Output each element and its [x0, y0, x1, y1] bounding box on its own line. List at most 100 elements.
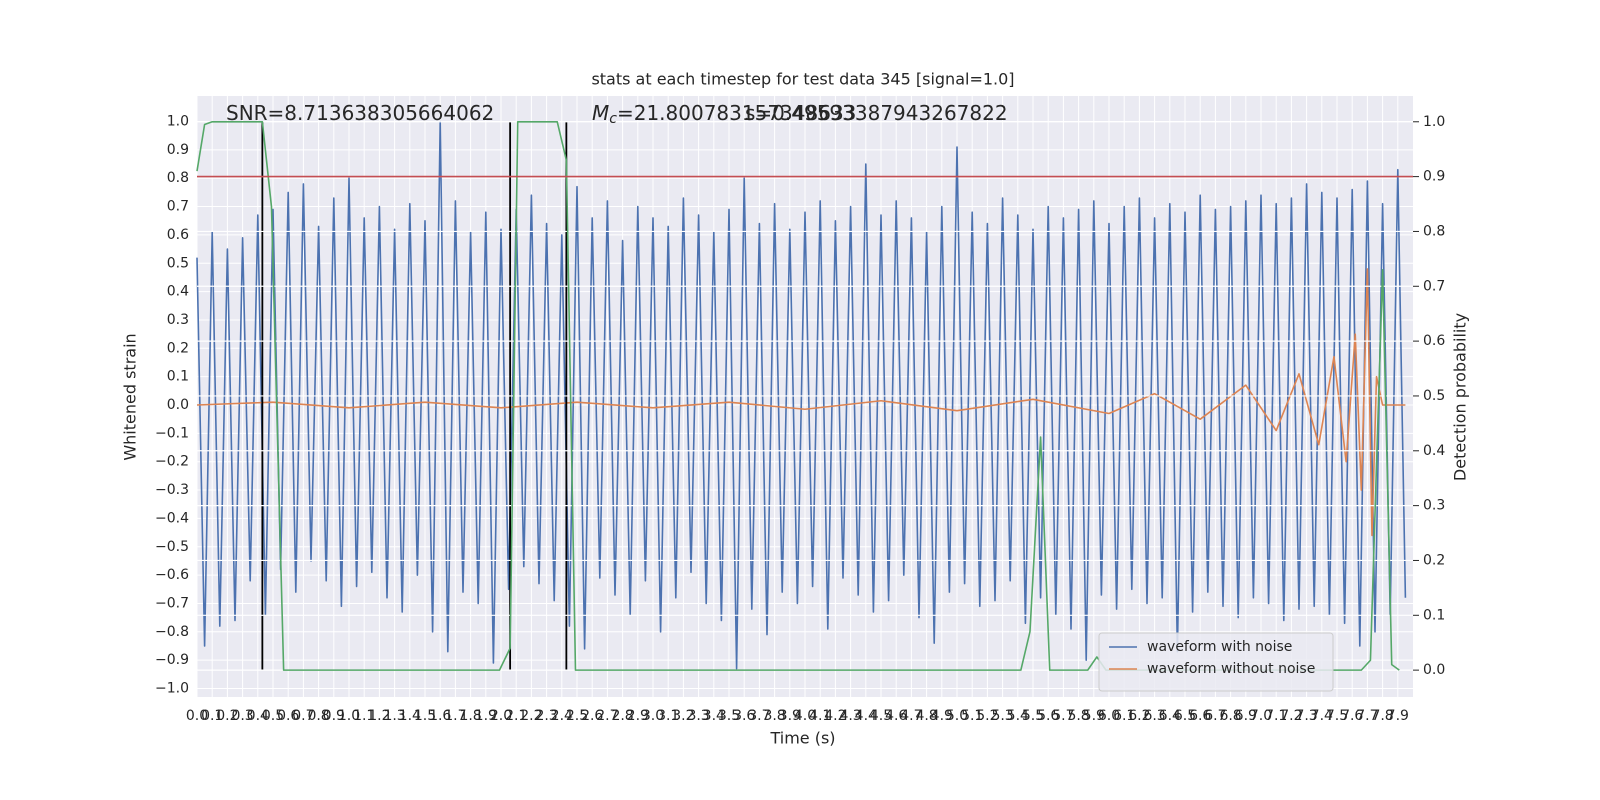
x-tick-label: 7.3: [1295, 708, 1317, 724]
y2-tick-label: 0.6: [1423, 333, 1445, 349]
x-tick-label: 0.9: [323, 708, 345, 724]
x-tick-label: 5.7: [1052, 708, 1074, 724]
x-tick-label: 5.1: [961, 708, 983, 724]
y-tick-label: −0.5: [155, 539, 189, 555]
x-tick-label: 6.3: [1143, 708, 1165, 724]
y2-tick-label: 1.0: [1423, 114, 1445, 130]
y-tick-label: 0.4: [167, 284, 189, 300]
x-tick-label: 3.3: [687, 708, 709, 724]
y-tick-label: 0.2: [167, 340, 189, 356]
x-tick-label: 3.1: [657, 708, 679, 724]
x-tick-label: 7.6: [1341, 708, 1363, 724]
series-line: [196, 268, 1406, 537]
y-tick-label: 0.1: [167, 369, 189, 385]
x-tick-label: 5.9: [1083, 708, 1105, 724]
y-tick-label: 0.9: [167, 142, 189, 158]
x-tick-label: 2.4: [551, 708, 573, 724]
x-tick-label: 3.0: [642, 708, 664, 724]
x-tick-label: 5.5: [1022, 708, 1044, 724]
x-tick-label: 7.8: [1371, 708, 1393, 724]
x-tick-label: 0.4: [247, 708, 269, 724]
x-tick-label: 6.1: [1113, 708, 1135, 724]
x-tick-label: 2.1: [505, 708, 527, 724]
y-tick-label: 0.8: [167, 170, 189, 186]
x-tick-label: 1.1: [353, 708, 375, 724]
x-tick-label: 1.6: [429, 708, 451, 724]
y-tick-label: −0.2: [155, 454, 189, 470]
x-tick-label: 4.3: [839, 708, 861, 724]
annotation-text: =21.800783157348633: [617, 101, 856, 125]
y-tick-label: 0.0: [167, 397, 189, 413]
y-tick-label: 0.5: [167, 255, 189, 271]
y2-tick-label: 0.8: [1423, 223, 1445, 239]
x-tick-label: 4.5: [870, 708, 892, 724]
annotation-subscript: c: [609, 111, 617, 127]
y2-tick-label: 0.2: [1423, 552, 1445, 568]
y2-tick-label: 0.4: [1423, 443, 1445, 459]
y-tick-label: −0.7: [155, 595, 189, 611]
x-tick-label: 0.0: [186, 708, 208, 724]
x-tick-label: 1.2: [368, 708, 390, 724]
x-tick-label: 4.7: [900, 708, 922, 724]
x-tick-label: 4.1: [809, 708, 831, 724]
y2-axis-label: Detection probability: [1451, 313, 1470, 481]
x-tick-label: 6.2: [1128, 708, 1150, 724]
x-tick-label: 5.4: [1007, 708, 1029, 724]
x-tick-label: 4.2: [824, 708, 846, 724]
x-tick-label: 4.6: [885, 708, 907, 724]
legend-label: waveform with noise: [1147, 639, 1292, 655]
x-tick-label: 3.4: [703, 708, 725, 724]
x-tick-label: 2.3: [535, 708, 557, 724]
x-tick-label: 1.9: [475, 708, 497, 724]
x-tick-label: 3.7: [748, 708, 770, 724]
x-tick-label: 6.8: [1219, 708, 1241, 724]
x-tick-label: 0.7: [292, 708, 314, 724]
x-tick-label: 5.6: [1037, 708, 1059, 724]
y-tick-label: −1.0: [155, 680, 189, 696]
y-tick-label: −0.8: [155, 624, 189, 640]
x-tick-label: 7.5: [1326, 708, 1348, 724]
x-tick-label: 2.9: [627, 708, 649, 724]
x-tick-label: 4.8: [915, 708, 937, 724]
x-axis-label: Time (s): [769, 729, 835, 748]
x-tick-label: 4.4: [855, 708, 877, 724]
y2-tick-label: 0.5: [1423, 388, 1445, 404]
y-tick-label: 1.0: [167, 114, 189, 130]
x-tick-label: 5.8: [1067, 708, 1089, 724]
annotation: SNR=8.713638305664062: [226, 101, 494, 125]
x-tick-label: 7.2: [1280, 708, 1302, 724]
annotation-text: s=0.49593387943267822: [745, 101, 1008, 125]
y-tick-label: −0.3: [155, 482, 189, 498]
x-tick-label: 6.6: [1189, 708, 1211, 724]
x-tick-label: 1.0: [338, 708, 360, 724]
y-tick-label: 0.3: [167, 312, 189, 328]
x-tick-label: 7.7: [1356, 708, 1378, 724]
y-tick-label: −0.1: [155, 425, 189, 441]
x-tick-label: 7.0: [1250, 708, 1272, 724]
x-tick-label: 0.5: [262, 708, 284, 724]
x-tick-label: 7.4: [1311, 708, 1333, 724]
x-tick-label: 0.6: [277, 708, 299, 724]
x-tick-label: 6.0: [1098, 708, 1120, 724]
x-tick-label: 5.0: [946, 708, 968, 724]
legend-box: [1098, 632, 1334, 692]
series-line: [196, 120, 1400, 671]
annotation-symbol: M: [592, 101, 609, 125]
y2-tick-label: 0.0: [1423, 662, 1445, 678]
x-tick-label: 3.9: [779, 708, 801, 724]
x-tick-label: 5.2: [976, 708, 998, 724]
y-tick-label: −0.6: [155, 567, 189, 583]
x-tick-label: 6.7: [1204, 708, 1226, 724]
series-line: [196, 120, 1407, 670]
x-tick-label: 0.8: [307, 708, 329, 724]
x-tick-label: 2.2: [520, 708, 542, 724]
annotation: Mc=21.800783157348633: [592, 101, 856, 128]
x-tick-label: 5.3: [991, 708, 1013, 724]
annotation: s=0.49593387943267822: [745, 101, 1008, 125]
y-tick-label: 0.7: [167, 199, 189, 215]
x-tick-label: 6.5: [1174, 708, 1196, 724]
x-tick-label: 1.5: [414, 708, 436, 724]
x-tick-label: 1.3: [383, 708, 405, 724]
annotation-text: SNR=8.713638305664062: [226, 101, 494, 125]
x-tick-label: 3.6: [733, 708, 755, 724]
